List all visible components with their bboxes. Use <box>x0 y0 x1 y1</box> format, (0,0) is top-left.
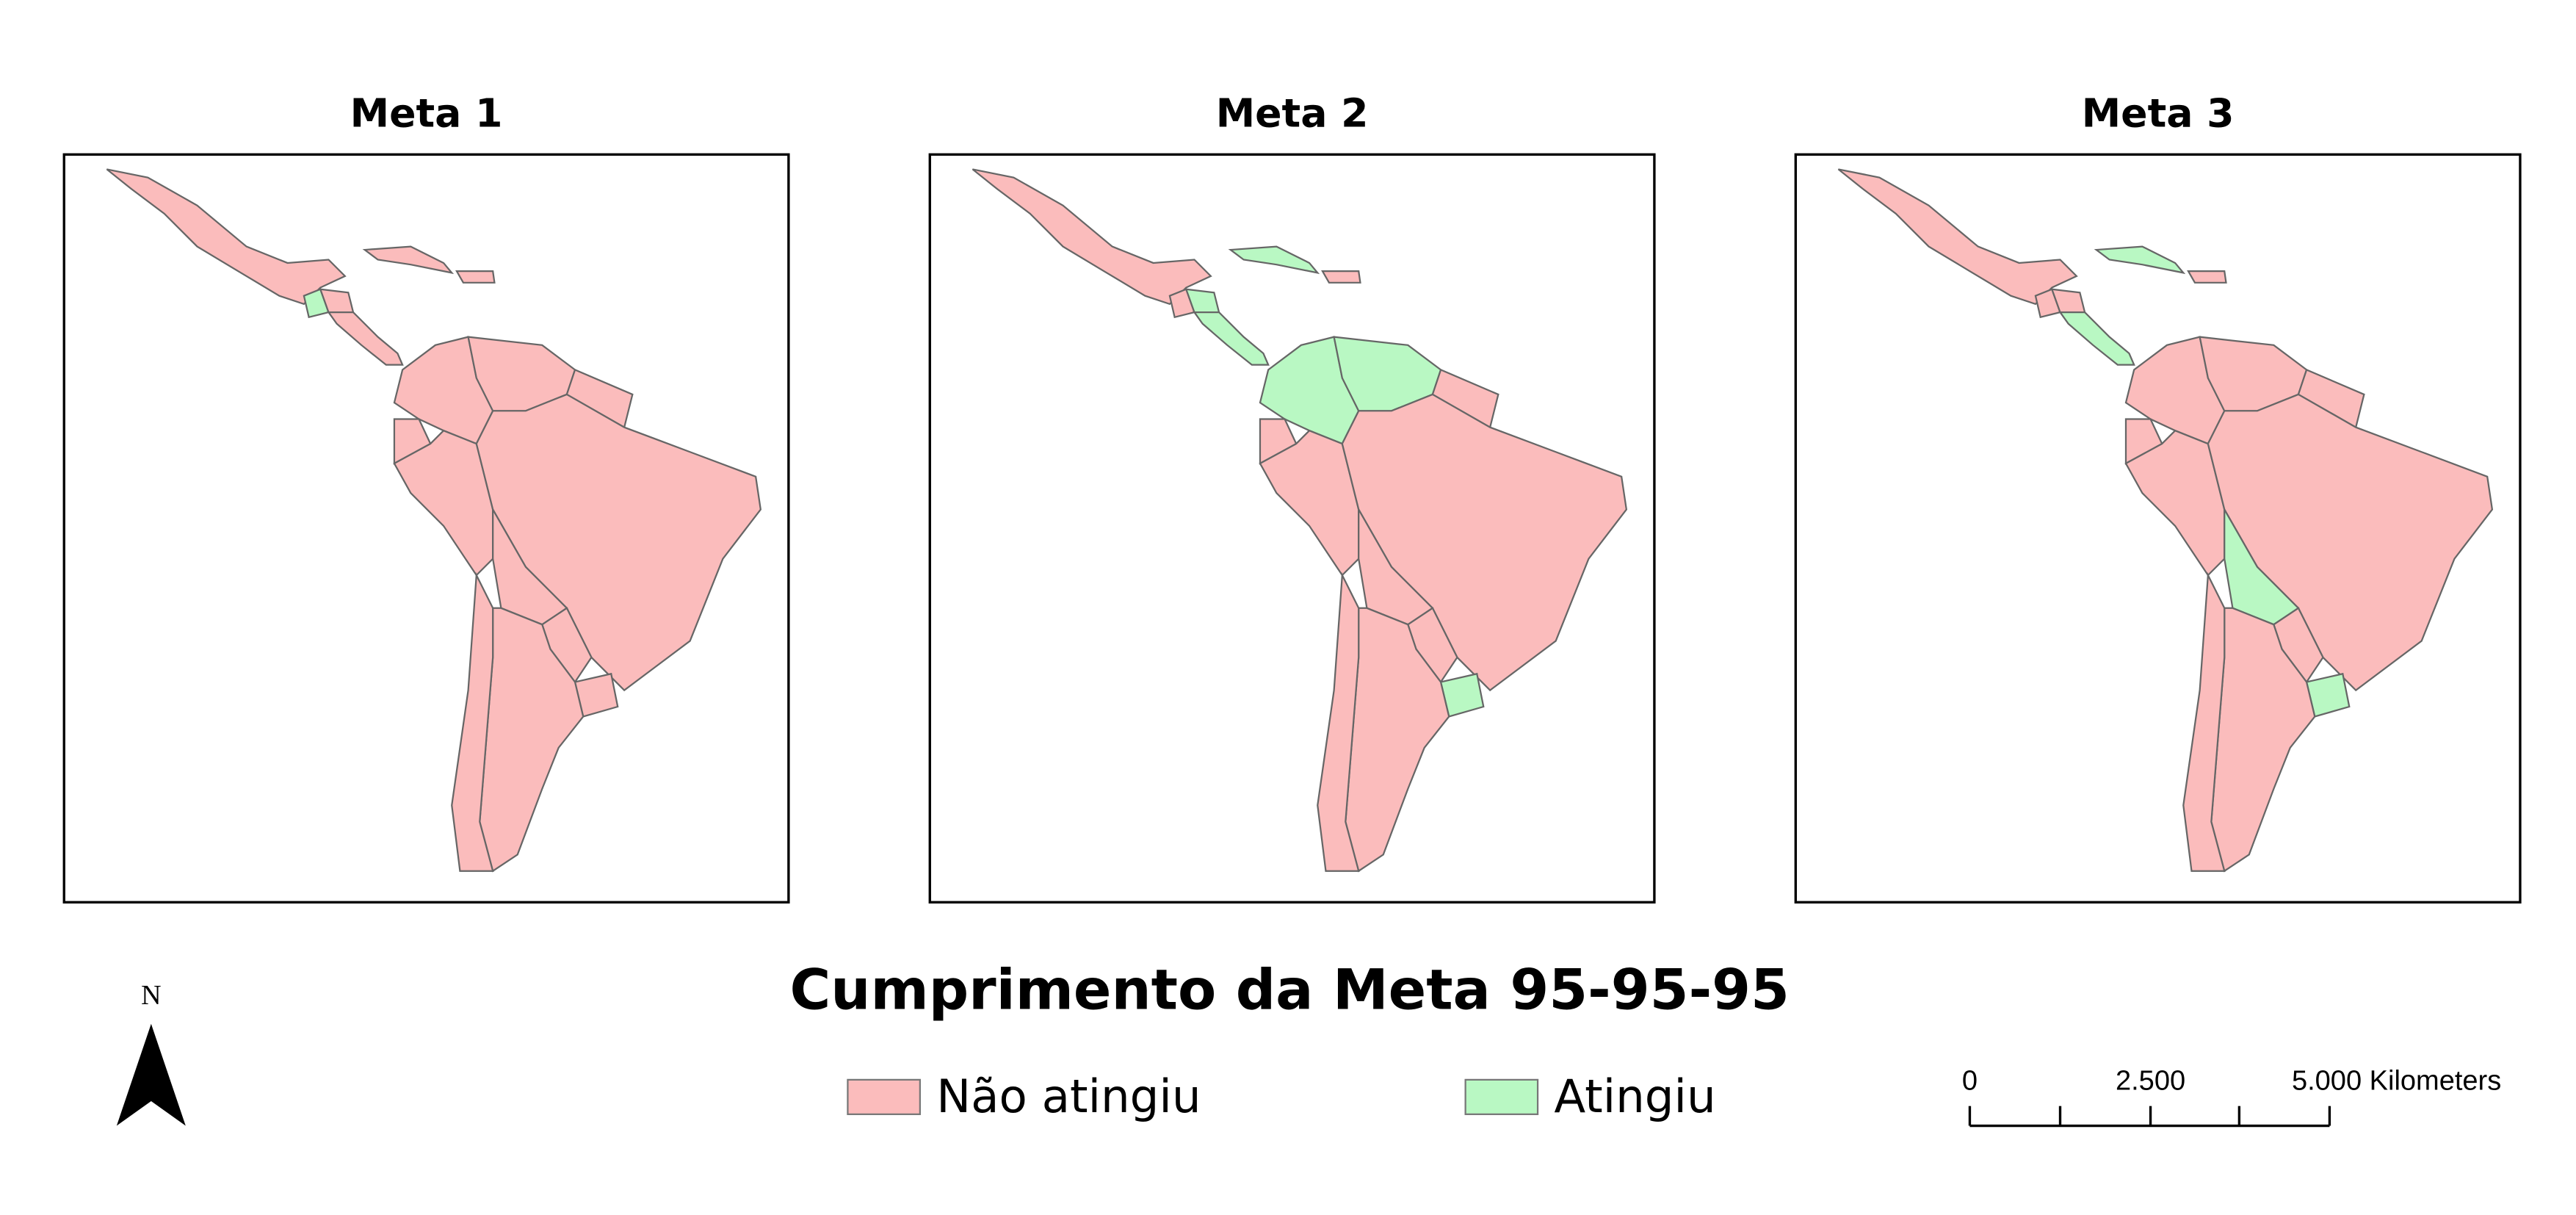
panel-title: Meta 1 <box>350 90 503 136</box>
map-panel: Meta 3 <box>1794 90 2522 904</box>
country <box>1837 168 2078 306</box>
country <box>2058 311 2135 366</box>
scale-label: 5.000 Kilometers <box>2292 1065 2501 1096</box>
country <box>2182 572 2226 872</box>
country <box>451 572 494 872</box>
country <box>1317 572 1360 872</box>
scale-label: 2.500 <box>2116 1065 2185 1096</box>
country <box>2187 270 2227 284</box>
country <box>327 311 404 366</box>
country <box>1193 311 1270 366</box>
scale-bar <box>1968 1106 2331 1128</box>
panel-title: Meta 3 <box>2082 90 2235 136</box>
panel-title: Meta 2 <box>1216 90 1369 136</box>
country <box>455 270 496 284</box>
country <box>106 168 347 306</box>
legend-swatch <box>847 1078 921 1115</box>
map-panel: Meta 1 <box>62 90 790 904</box>
country <box>1321 270 1361 284</box>
legend-swatch <box>1464 1078 1539 1115</box>
country <box>362 245 455 275</box>
legend-label: Não atingiu <box>936 1070 1201 1123</box>
country <box>2094 245 2186 275</box>
map-panel: Meta 2 <box>928 90 1656 904</box>
main-title: Cumprimento da Meta 95-95-95 <box>790 957 1790 1023</box>
legend-label: Atingiu <box>1554 1070 1715 1123</box>
country <box>1228 245 1320 275</box>
north-arrow <box>116 1023 186 1126</box>
scale-label: 0 <box>1962 1065 1978 1096</box>
country <box>972 168 1212 306</box>
north-label: N <box>141 980 161 1011</box>
